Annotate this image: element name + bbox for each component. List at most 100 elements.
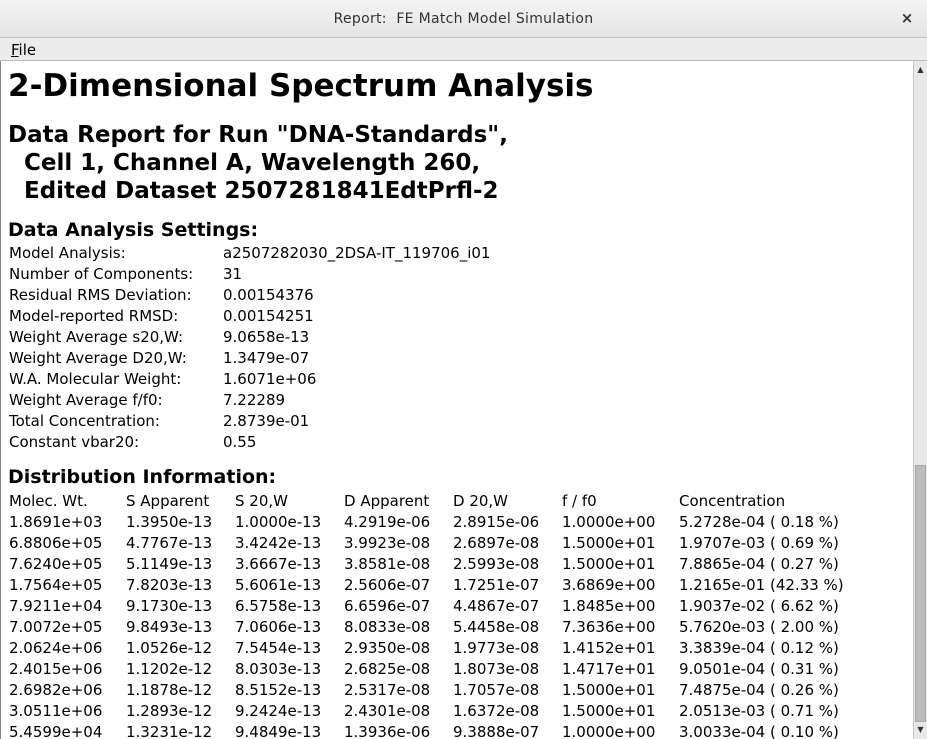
settings-value: 9.0658e-13 — [223, 328, 310, 346]
settings-value: 0.00154376 — [223, 286, 314, 304]
settings-table: Model Analysis: a2507282030_2DSA-IT_11970… — [9, 243, 490, 453]
table-cell: 2.4301e-08 — [344, 702, 431, 720]
table-row: 7.6240e+05 5.1149e-13 3.6667e-13 3.8581e-08… — [9, 554, 879, 575]
table-cell: 5.7620e-03 ( 2.00 %) — [679, 618, 839, 636]
settings-row: Total Concentration: 2.8739e-01 — [9, 411, 490, 432]
window-titlebar[interactable]: Report: FE Match Model Simulation × — [0, 0, 927, 38]
settings-row: Weight Average f/f0: 7.22289 — [9, 390, 490, 411]
settings-title: Data Analysis Settings: — [8, 219, 259, 241]
menu-file-label: ile — [18, 41, 37, 59]
table-cell: 5.6061e-13 — [235, 576, 322, 594]
table-cell: 1.1202e-12 — [126, 660, 213, 678]
settings-value: 1.6071e+06 — [223, 370, 317, 388]
report-viewer[interactable]: 2-Dimensional Spectrum Analysis Data Rep… — [0, 61, 913, 739]
table-cell: 1.5000e+01 — [562, 681, 656, 699]
scrollbar-thumb[interactable] — [915, 465, 926, 722]
table-cell: 9.1730e-13 — [126, 597, 213, 615]
table-cell: 3.3839e-04 ( 0.12 %) — [679, 639, 839, 657]
table-row: 2.0624e+06 1.0526e-12 7.5454e-13 2.9350e-08… — [9, 638, 879, 659]
table-cell: 8.5152e-13 — [235, 681, 322, 699]
settings-label: Model Analysis: — [9, 244, 126, 262]
table-cell: 3.0033e-04 ( 0.10 %) — [679, 723, 839, 739]
settings-value: a2507282030_2DSA-IT_119706_i01 — [223, 244, 491, 262]
table-cell: 1.9037e-02 ( 6.62 %) — [679, 597, 839, 615]
run-header-line-3: Edited Dataset 2507281841EdtPrfl-2 — [24, 178, 499, 204]
run-header: Data Report for Run "DNA-Standards", Cel… — [8, 121, 908, 205]
table-cell: 7.0072e+05 — [9, 618, 103, 636]
vertical-scrollbar[interactable]: ▲ ▼ — [913, 61, 927, 739]
table-cell: 1.0000e+00 — [562, 513, 656, 531]
table-cell: 1.0000e-13 — [235, 513, 322, 531]
scroll-up-arrow-icon[interactable]: ▲ — [917, 65, 924, 74]
table-cell: 5.2728e-04 ( 0.18 %) — [679, 513, 839, 531]
table-cell: 7.8865e-04 ( 0.27 %) — [679, 555, 839, 573]
table-cell: 7.6240e+05 — [9, 555, 103, 573]
close-icon[interactable]: × — [900, 9, 914, 27]
table-cell: 1.8691e+03 — [9, 513, 103, 531]
table-cell: 2.9350e-08 — [344, 639, 431, 657]
settings-label: Number of Components: — [9, 265, 194, 283]
table-cell: 9.2424e-13 — [235, 702, 322, 720]
table-cell: 2.5317e-08 — [344, 681, 431, 699]
table-cell: 3.4242e-13 — [235, 534, 322, 552]
table-cell: 3.8581e-08 — [344, 555, 431, 573]
settings-row: Model Analysis: a2507282030_2DSA-IT_11970… — [9, 243, 490, 264]
table-cell: 1.4717e+01 — [562, 660, 656, 678]
table-cell: 2.0513e-03 ( 0.71 %) — [679, 702, 839, 720]
table-cell: 1.4152e+01 — [562, 639, 656, 657]
table-cell: 7.8203e-13 — [126, 576, 213, 594]
table-cell: 5.4599e+04 — [9, 723, 103, 739]
settings-value: 1.3479e-07 — [223, 349, 310, 367]
menu-file[interactable]: File — [11, 41, 36, 59]
table-cell: 1.6372e-08 — [453, 702, 540, 720]
distribution-header-row: Molec. Wt. S Apparent S 20,W D Apparent D 20… — [9, 491, 879, 512]
table-cell: 1.0526e-12 — [126, 639, 213, 657]
table-cell: 3.9923e-08 — [344, 534, 431, 552]
table-row: 5.4599e+04 1.3231e-12 9.4849e-13 1.3936e-06… — [9, 722, 879, 739]
table-row: 7.9211e+04 9.1730e-13 6.5758e-13 6.6596e-07… — [9, 596, 879, 617]
table-cell: 1.7564e+05 — [9, 576, 103, 594]
table-cell: 7.4875e-04 ( 0.26 %) — [679, 681, 839, 699]
distribution-column-header: S Apparent — [126, 492, 210, 510]
table-cell: 1.2165e-01 (42.33 %) — [679, 576, 844, 594]
settings-row: Model-reported RMSD: 0.00154251 — [9, 306, 490, 327]
table-cell: 1.3231e-12 — [126, 723, 213, 739]
table-cell: 4.4867e-07 — [453, 597, 540, 615]
settings-value: 7.22289 — [223, 391, 286, 409]
table-cell: 1.7251e-07 — [453, 576, 540, 594]
distribution-column-header: Concentration — [679, 492, 786, 510]
table-row: 6.8806e+05 4.7767e-13 3.4242e-13 3.9923e-08… — [9, 533, 879, 554]
settings-row: Constant vbar20: 0.55 — [9, 432, 490, 453]
table-cell: 6.5758e-13 — [235, 597, 322, 615]
settings-row: Number of Components: 31 — [9, 264, 490, 285]
table-cell: 7.5454e-13 — [235, 639, 322, 657]
distribution-column-header: D Apparent — [344, 492, 430, 510]
table-cell: 2.0624e+06 — [9, 639, 103, 657]
settings-row: Weight Average s20,W: 9.0658e-13 — [9, 327, 490, 348]
table-cell: 3.6667e-13 — [235, 555, 322, 573]
table-cell: 1.7057e-08 — [453, 681, 540, 699]
table-cell: 8.0833e-08 — [344, 618, 431, 636]
table-cell: 8.0303e-13 — [235, 660, 322, 678]
settings-value: 2.8739e-01 — [223, 412, 310, 430]
report-content: 2-Dimensional Spectrum Analysis Data Rep… — [8, 67, 908, 739]
menu-file-mnemonic: F — [11, 41, 19, 59]
run-header-line-2: Cell 1, Channel A, Wavelength 260, — [24, 150, 481, 176]
table-cell: 2.5606e-07 — [344, 576, 431, 594]
settings-value: 31 — [223, 265, 243, 283]
scroll-down-arrow-icon[interactable]: ▼ — [917, 725, 924, 734]
settings-label: Weight Average D20,W: — [9, 349, 187, 367]
table-cell: 1.5000e+01 — [562, 702, 656, 720]
table-cell: 7.3636e+00 — [562, 618, 656, 636]
table-cell: 2.8915e-06 — [453, 513, 540, 531]
settings-label: W.A. Molecular Weight: — [9, 370, 182, 388]
table-cell: 3.6869e+00 — [562, 576, 656, 594]
table-cell: 2.6982e+06 — [9, 681, 103, 699]
table-cell: 1.5000e+01 — [562, 555, 656, 573]
table-cell: 4.2919e-06 — [344, 513, 431, 531]
table-row: 7.0072e+05 9.8493e-13 7.0606e-13 8.0833e-08… — [9, 617, 879, 638]
table-row: 2.6982e+06 1.1878e-12 8.5152e-13 2.5317e-08… — [9, 680, 879, 701]
table-cell: 2.6897e-08 — [453, 534, 540, 552]
table-cell: 4.7767e-13 — [126, 534, 213, 552]
table-cell: 1.9773e-08 — [453, 639, 540, 657]
